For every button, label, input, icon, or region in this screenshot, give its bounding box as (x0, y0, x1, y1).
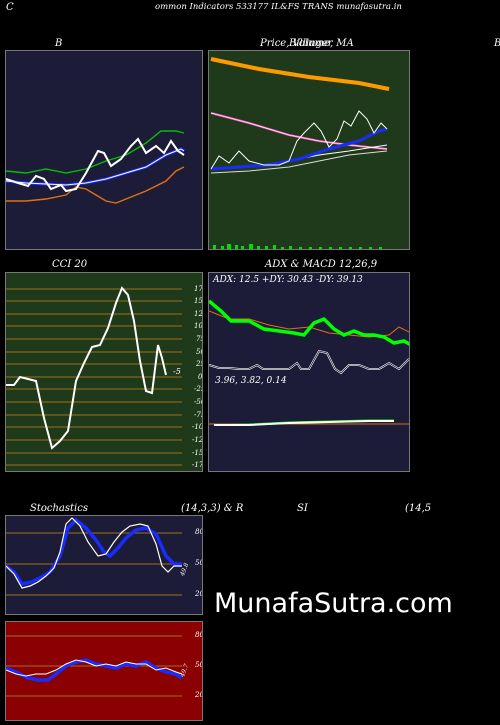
rsi-blue-line (6, 658, 183, 682)
cci-tick: -150 (192, 449, 203, 457)
cci-tick: -50 (194, 398, 202, 406)
cci-tick: 50 (196, 348, 202, 356)
volume-bar (227, 244, 231, 249)
rsi-chart (6, 635, 183, 697)
adx-values: ADX: 12.5 +DY: 30.43 -DY: 39.13 (213, 275, 363, 285)
price-chart (210, 57, 390, 249)
rsi-title: SI (297, 503, 308, 514)
cci-tick: -25 (194, 385, 202, 393)
cci-panel: 175 150 125 100 75 50 25 0 -25 -50 -75 -… (5, 272, 203, 472)
stoch-tick-20: 20 (195, 590, 202, 598)
price-title: Price, Volume, MA (260, 38, 354, 49)
watermark-logo: MunafaSutra.com (214, 588, 453, 619)
rsi-white-line (6, 659, 183, 677)
cci-line (6, 286, 167, 450)
cci-chart (6, 286, 182, 466)
adx-line-inner (209, 350, 409, 374)
cci-tick: 100 (194, 322, 203, 330)
ma-pink-line (210, 112, 388, 150)
stochastics-panel: 80 50 20 49.8 (5, 515, 203, 615)
stoch-tick-50: 50 (195, 559, 202, 567)
cci-tick: 25 (196, 360, 202, 368)
price-line (210, 110, 388, 170)
price-overlay-word: Billinger (289, 38, 333, 49)
bollinger-panel (5, 50, 203, 250)
volume-bar (309, 247, 312, 249)
volume-bar (273, 245, 276, 249)
ma-white-line-2 (210, 150, 388, 174)
ma-orange-band (210, 57, 390, 91)
volume-bar (257, 246, 260, 249)
adx-line (209, 349, 409, 375)
stochastics-title: Stochastics (30, 503, 88, 514)
adx-plus-di-line (209, 299, 409, 346)
volume-bar (213, 245, 216, 249)
volume-bar (299, 247, 302, 249)
volume-bar (369, 247, 372, 249)
stoch-d-line (6, 517, 182, 586)
volume-bar (281, 247, 284, 249)
price-volume-ma-panel (208, 50, 410, 250)
volume-bar (241, 246, 244, 249)
bollinger-upper-band (6, 130, 185, 174)
adx-macd-chart (209, 299, 409, 426)
cci-tick: -75 (194, 411, 202, 419)
bollinger-title: B (55, 38, 63, 49)
cci-tick: -100 (192, 423, 203, 431)
adx-macd-panel: ADX: 12.5 +DY: 30.43 -DY: 39.13 3.96, 3.… (208, 272, 410, 472)
cci-tick: 175 (194, 285, 203, 293)
stoch-k-line (6, 517, 182, 589)
bollinger-price-line (6, 137, 185, 193)
volume-bar (379, 247, 382, 249)
volume-bar (339, 247, 342, 249)
adx-macd-title: ADX & MACD 12,26,9 (265, 259, 378, 270)
rsi-panel: 80 50 20 49.7 (5, 621, 203, 721)
cci-tick: -175 (192, 461, 203, 469)
right-edge-letter: B (494, 38, 500, 49)
volume-bar (249, 244, 253, 249)
adx-minus-di-line (209, 310, 409, 338)
bollinger-lower-band (6, 166, 185, 204)
volume-bar (359, 247, 362, 249)
header-left-letter: C (6, 2, 14, 13)
cci-tick: 125 (194, 310, 203, 318)
volume-bar (349, 247, 352, 249)
rsi-params: (14,5 (405, 503, 432, 514)
ma-pink-highlight (210, 112, 388, 150)
volume-bars (213, 244, 382, 249)
rsi-tick-20: 20 (195, 691, 202, 699)
macd-values: 3.96, 3.82, 0.14 (215, 376, 287, 386)
macd-line (214, 420, 394, 426)
volume-bar (329, 247, 332, 249)
stochastics-chart (6, 517, 182, 596)
cci-tick: 150 (194, 297, 203, 305)
rsi-tick-50: 50 (195, 661, 202, 669)
volume-bar (235, 245, 238, 249)
volume-bar (319, 247, 322, 249)
volume-bar (289, 246, 292, 249)
stoch-tick-80: 80 (195, 528, 202, 536)
stochastics-params: (14,3,3) & R (181, 503, 244, 514)
cci-title: CCI 20 (52, 259, 88, 270)
cci-tick: 75 (196, 335, 202, 343)
ma-blue-line (210, 127, 388, 171)
volume-bar (265, 246, 268, 249)
cci-tick: 0 (198, 373, 203, 381)
volume-bar (221, 246, 224, 249)
cci-grid (6, 288, 182, 466)
bollinger-middle-highlight (6, 148, 185, 186)
bollinger-chart (6, 130, 185, 204)
cci-last-value: -5 (173, 367, 181, 376)
cci-tick: -125 (192, 436, 203, 444)
page-title: ommon Indicators 533177 IL&FS TRANS muna… (155, 2, 402, 12)
rsi-tick-80: 80 (195, 631, 202, 639)
